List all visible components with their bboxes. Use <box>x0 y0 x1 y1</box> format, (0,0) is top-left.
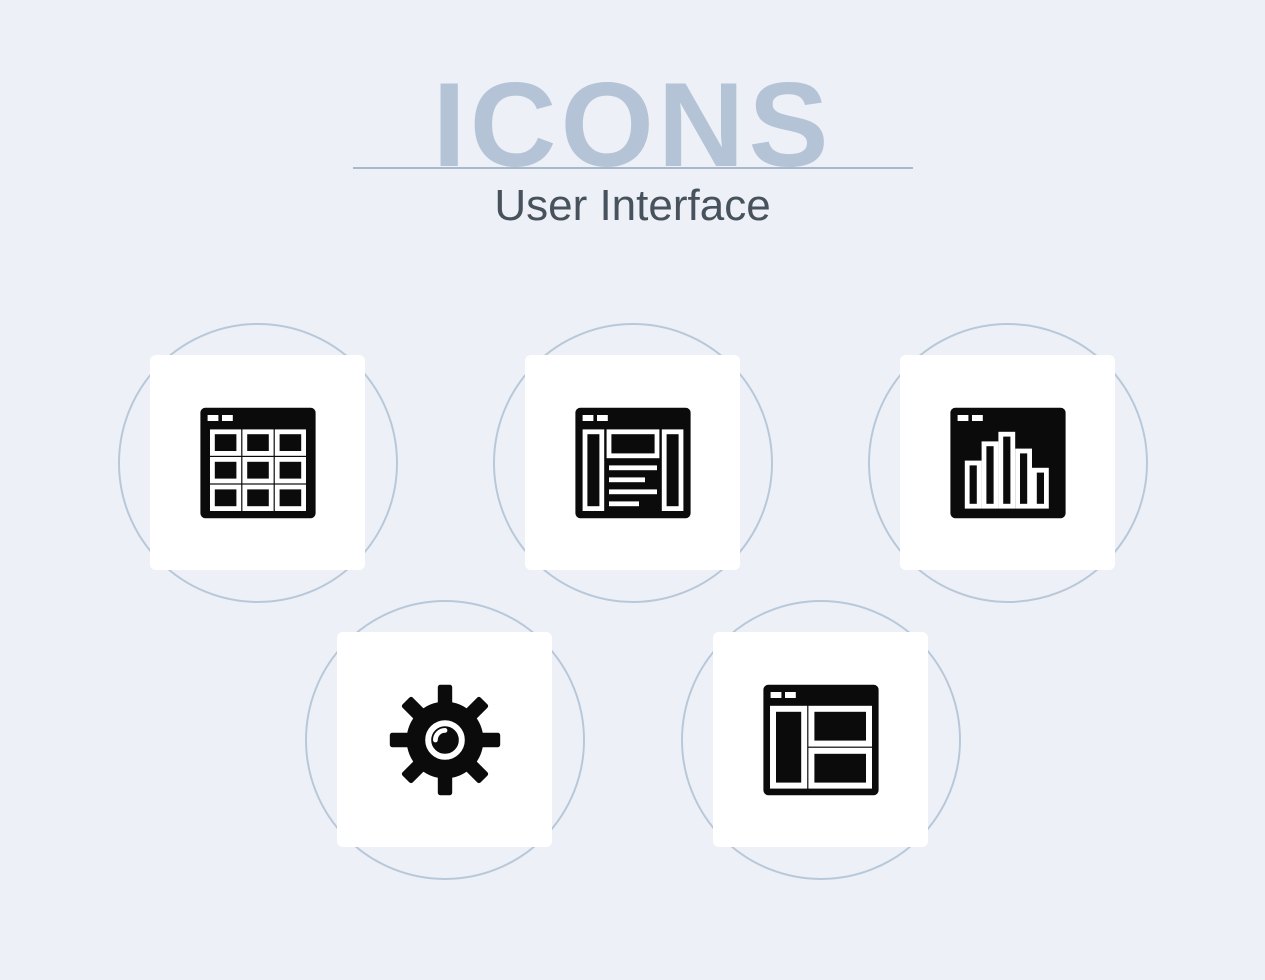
icon-card <box>337 632 552 847</box>
grid-window-icon <box>198 403 318 523</box>
icon-grid <box>0 300 1265 920</box>
icon-card <box>525 355 740 570</box>
layout-window-icon <box>761 680 881 800</box>
gear-icon <box>385 680 505 800</box>
chart-window-icon <box>948 403 1068 523</box>
icon-card <box>900 355 1115 570</box>
background-word: ICONS <box>0 65 1265 185</box>
article-window-icon <box>573 403 693 523</box>
icon-card <box>713 632 928 847</box>
icon-card <box>150 355 365 570</box>
header: ICONS User Interface <box>0 65 1265 231</box>
